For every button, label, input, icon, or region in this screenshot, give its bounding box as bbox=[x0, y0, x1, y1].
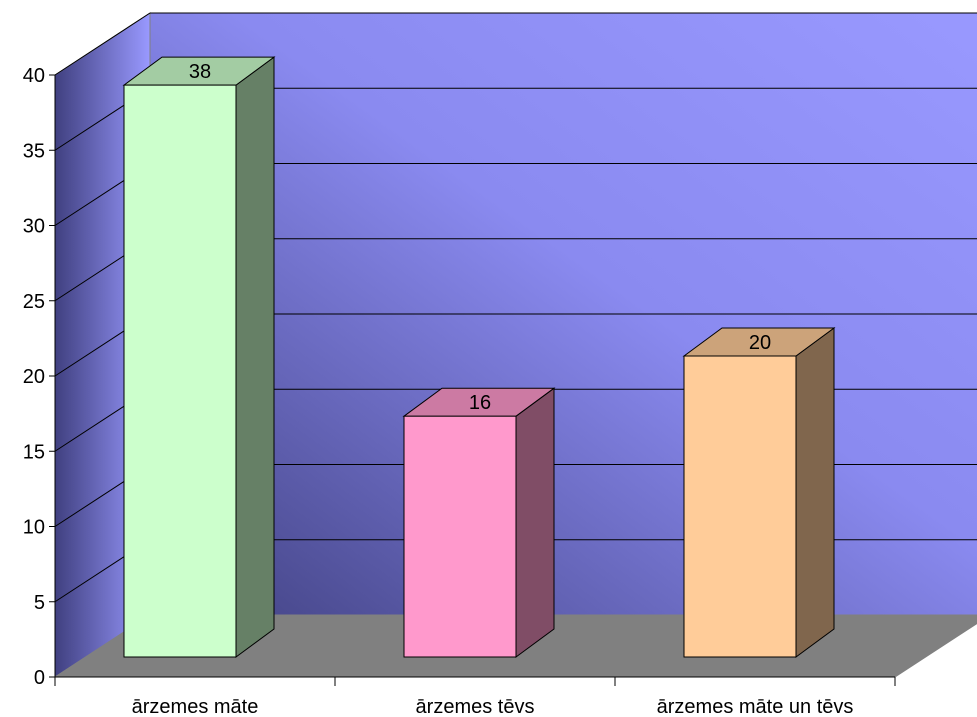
bars bbox=[122, 56, 836, 658]
gridlines bbox=[54, 12, 977, 603]
y-tick-label: 40 bbox=[23, 65, 45, 87]
bar-3 bbox=[682, 327, 836, 658]
y-tick-label: 20 bbox=[23, 366, 45, 388]
bar-front bbox=[403, 415, 517, 658]
labels: 0 5 10 15 20 25 30 35 40 38 ārzemes māte 16 ārzemes … bbox=[23, 61, 854, 717]
category-label: ārzemes māte bbox=[132, 696, 259, 717]
bar-front bbox=[123, 84, 237, 658]
bar-side bbox=[795, 327, 835, 658]
y-tick-label: 30 bbox=[23, 216, 45, 238]
y-tick-label: 35 bbox=[23, 140, 45, 162]
bar-1 bbox=[122, 56, 276, 658]
bar-side bbox=[235, 56, 275, 658]
y-tick-label: 0 bbox=[34, 667, 45, 689]
axes bbox=[49, 74, 896, 686]
data-label: 38 bbox=[189, 61, 211, 83]
gridline-side bbox=[54, 12, 151, 76]
data-label: 16 bbox=[469, 392, 491, 414]
y-tick-label: 10 bbox=[23, 517, 45, 539]
y-tick-label: 5 bbox=[34, 592, 45, 614]
y-tick-label: 15 bbox=[23, 441, 45, 463]
category-label: ārzemes tēvs bbox=[416, 696, 535, 717]
bar-side bbox=[515, 387, 555, 658]
data-label: 20 bbox=[749, 332, 771, 354]
category-label: ārzemes māte un tēvs bbox=[657, 696, 854, 717]
bar-front bbox=[683, 355, 797, 658]
bar-2 bbox=[402, 387, 556, 658]
y-tick-label: 25 bbox=[23, 291, 45, 313]
